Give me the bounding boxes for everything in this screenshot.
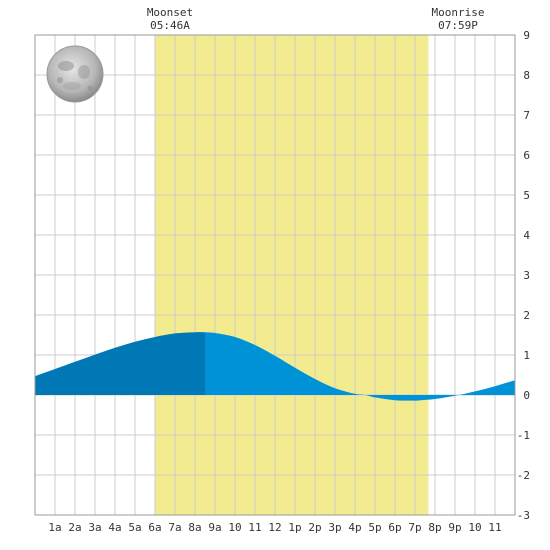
x-tick-label: 11 bbox=[248, 521, 261, 534]
x-tick-label: 4p bbox=[348, 521, 361, 534]
y-tick-label: 8 bbox=[523, 69, 530, 82]
tide-area-past bbox=[35, 332, 205, 395]
full-moon-icon bbox=[46, 45, 104, 103]
plot-border bbox=[34, 34, 516, 516]
y-tick-label: -1 bbox=[517, 429, 530, 442]
x-tick-label: 5a bbox=[128, 521, 141, 534]
moonrise-time: 07:59P bbox=[438, 19, 478, 32]
x-tick-label: 2p bbox=[308, 521, 321, 534]
x-tick-label: 12 bbox=[268, 521, 281, 534]
y-tick-label: 7 bbox=[523, 109, 530, 122]
moonset-time: 05:46A bbox=[150, 19, 190, 32]
x-tick-label: 6p bbox=[388, 521, 401, 534]
x-tick-label: 3p bbox=[328, 521, 341, 534]
x-tick-label: 4a bbox=[108, 521, 121, 534]
x-tick-label: 2a bbox=[68, 521, 81, 534]
x-tick-label: 8a bbox=[188, 521, 201, 534]
x-tick-label: 3a bbox=[88, 521, 101, 534]
y-tick-label: 5 bbox=[523, 189, 530, 202]
x-tick-label: 9p bbox=[448, 521, 461, 534]
x-tick-label: 10 bbox=[228, 521, 241, 534]
moonrise-label: Moonrise bbox=[432, 6, 485, 19]
y-tick-label: 6 bbox=[523, 149, 530, 162]
x-tick-label: 6a bbox=[148, 521, 161, 534]
y-tick-label: 3 bbox=[523, 269, 530, 282]
y-tick-label: 9 bbox=[523, 29, 530, 42]
x-tick-label: 9a bbox=[208, 521, 221, 534]
x-tick-label: 1p bbox=[288, 521, 301, 534]
y-tick-label: 4 bbox=[523, 229, 530, 242]
tide-area-future bbox=[205, 332, 515, 401]
y-tick-label: -2 bbox=[517, 469, 530, 482]
y-tick-label: 0 bbox=[523, 389, 530, 402]
y-tick-label: -3 bbox=[517, 509, 530, 522]
x-tick-label: 1a bbox=[48, 521, 61, 534]
x-tick-label: 5p bbox=[368, 521, 381, 534]
x-tick-label: 8p bbox=[428, 521, 441, 534]
y-tick-label: 1 bbox=[523, 349, 530, 362]
x-tick-label: 7p bbox=[408, 521, 421, 534]
x-tick-label: 11 bbox=[488, 521, 501, 534]
x-tick-label: 10 bbox=[468, 521, 481, 534]
x-tick-label: 7a bbox=[168, 521, 181, 534]
y-tick-label: 2 bbox=[523, 309, 530, 322]
moonset-label: Moonset bbox=[147, 6, 193, 19]
